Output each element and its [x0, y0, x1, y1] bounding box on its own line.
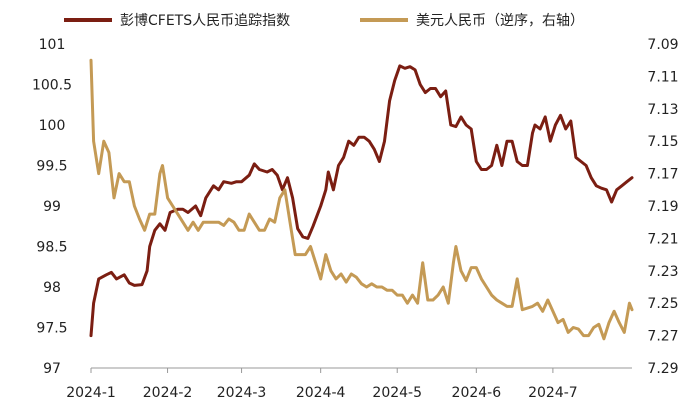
- x-tick-label: 2024-1: [66, 385, 116, 401]
- y-left-tick-label: 99: [43, 199, 61, 215]
- y-left-tick-label: 100: [39, 118, 66, 134]
- y-right-tick-label: 7.21: [647, 231, 678, 247]
- y-right-tick-label: 7.09: [647, 37, 678, 53]
- y-axis-right: 7.09 7.11 7.13 7.15 7.17 7.19 7.21 7.23 7.25 7.27…: [647, 37, 678, 377]
- y-right-tick-label: 7.17: [647, 167, 678, 183]
- y-right-tick-label: 7.23: [647, 264, 678, 280]
- y-left-tick-label: 100.5: [32, 78, 72, 94]
- y-left-tick-label: 97: [43, 361, 61, 377]
- x-tick-label: 2024-3: [217, 385, 267, 401]
- legend-label-cfets: 彭博CFETS人民币追踪指数: [120, 12, 290, 29]
- y-left-tick-label: 101: [39, 37, 66, 53]
- x-axis: 2024-1 2024-2 2024-3 2024-4 2024-5 2024-6 2024…: [66, 368, 578, 401]
- y-right-tick-label: 7.19: [647, 199, 678, 215]
- x-tick-label: 2024-5: [372, 385, 422, 401]
- x-tick-label: 2024-7: [528, 385, 578, 401]
- y-right-tick-label: 7.27: [647, 329, 678, 345]
- legend-label-usdcny: 美元人民币（逆序，右轴）: [416, 13, 584, 29]
- y-right-tick-label: 7.25: [647, 296, 678, 312]
- x-tick-label: 2024-4: [296, 385, 346, 401]
- legend: 彭博CFETS人民币追踪指数 美元人民币（逆序，右轴）: [64, 12, 584, 29]
- y-right-tick-label: 7.13: [647, 102, 678, 118]
- series-layer: [89, 58, 634, 341]
- x-tick-label: 2024-2: [143, 385, 193, 401]
- y-left-tick-label: 98: [43, 280, 61, 296]
- y-left-tick-label: 97.5: [36, 321, 67, 337]
- y-axis-left: 101 100.5 100 99.5 99 98.5 98 97.5 97: [32, 37, 72, 377]
- y-right-tick-label: 7.11: [647, 69, 678, 85]
- y-right-tick-label: 7.29: [647, 361, 678, 377]
- series-line-cfets: [89, 64, 634, 338]
- x-tick-label: 2024-6: [452, 385, 502, 401]
- y-left-tick-label: 99.5: [36, 159, 67, 175]
- y-right-tick-label: 7.15: [647, 134, 678, 150]
- y-left-tick-label: 98.5: [36, 240, 67, 256]
- series-line-usdcny: [89, 58, 634, 341]
